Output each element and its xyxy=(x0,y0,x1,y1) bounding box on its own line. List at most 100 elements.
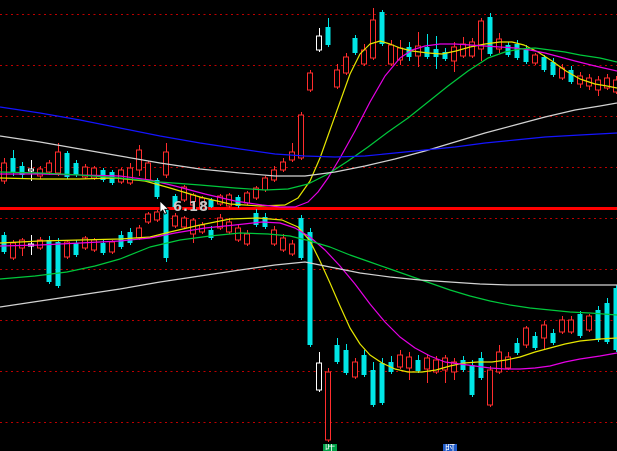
candle-bottom-body xyxy=(307,232,313,345)
candle-top-body xyxy=(208,200,214,207)
candle-bottom-body xyxy=(325,371,331,441)
candle-bottom-body xyxy=(370,370,376,405)
candle-bottom-body xyxy=(217,217,223,229)
candle-top-body xyxy=(217,195,223,205)
candle-bottom-body xyxy=(19,239,25,249)
candle-top-body xyxy=(316,35,322,51)
bottom-ma-green xyxy=(0,232,617,316)
candle-bottom-body xyxy=(604,303,610,342)
candle-top-body xyxy=(541,57,547,70)
candle-bottom-body xyxy=(586,315,592,331)
candle-bottom-body xyxy=(379,363,385,403)
candle-top-body xyxy=(334,69,340,88)
candle-top-body xyxy=(469,41,475,57)
candle-top-body xyxy=(28,168,34,172)
candle-bottom-body xyxy=(208,230,214,238)
candle-bottom-body xyxy=(154,211,160,221)
candle-top-body xyxy=(280,161,286,171)
candle-top-body xyxy=(568,70,574,82)
candle-top-body xyxy=(64,153,70,177)
candle-bottom-body xyxy=(100,243,106,253)
candle-top-body xyxy=(244,192,250,204)
candle-bottom-body xyxy=(577,314,583,336)
candle-bottom-body xyxy=(91,239,97,251)
candle-bottom-body xyxy=(145,213,151,223)
candle-bottom-body xyxy=(226,221,232,233)
candle-top-body xyxy=(253,187,259,199)
candle-bottom-body xyxy=(109,241,115,253)
candle-bottom-body xyxy=(424,357,430,370)
candle-bottom-body xyxy=(442,357,448,371)
top-ma-white xyxy=(0,102,617,177)
candle-bottom-body xyxy=(289,243,295,255)
candle-bottom-body xyxy=(181,217,187,228)
candle-top-body xyxy=(289,151,295,161)
candle-bottom-body xyxy=(487,369,493,406)
top-ma-green xyxy=(0,47,617,191)
candle-top-body xyxy=(523,50,529,62)
top-ma-magenta xyxy=(0,43,617,208)
candle-top-body xyxy=(478,20,484,50)
candle-top-body xyxy=(496,38,502,50)
candle-bottom-body xyxy=(136,227,142,239)
candle-bottom-body xyxy=(505,356,511,369)
candle-bottom-body xyxy=(613,288,617,350)
candle-top-body xyxy=(10,158,16,172)
candle-top-body xyxy=(55,151,61,174)
candle-top-body xyxy=(604,77,610,89)
candle-bottom-body xyxy=(253,213,259,225)
candle-top-body xyxy=(145,162,151,181)
candle-bottom-body xyxy=(10,242,16,259)
candle-bottom-body xyxy=(298,218,304,258)
candle-bottom-body xyxy=(244,233,250,245)
candle-bottom-body xyxy=(343,350,349,373)
candle-bottom-body xyxy=(334,345,340,362)
candle-bottom-body xyxy=(523,327,529,346)
candle-bottom-body xyxy=(55,242,61,286)
time-signal-tag[interactable]: 时 xyxy=(443,444,457,451)
candle-top-body xyxy=(82,166,88,178)
candle-bottom-body xyxy=(568,319,574,333)
candle-top-body xyxy=(73,163,79,175)
candle-bottom-body xyxy=(271,229,277,245)
candle-top-body xyxy=(379,12,385,44)
candle-bottom-body xyxy=(361,355,367,375)
top-ma-blue xyxy=(0,106,617,158)
candle-bottom-body xyxy=(469,365,475,395)
candle-top-body xyxy=(262,177,268,191)
candle-bottom-body xyxy=(316,362,322,391)
candle-bottom-body xyxy=(397,354,403,368)
candle-top-body xyxy=(271,169,277,181)
candle-top-body xyxy=(451,46,457,62)
candle-top-body xyxy=(172,196,178,207)
candle-bottom-body xyxy=(514,343,520,353)
candle-bottom-body xyxy=(37,239,43,249)
candle-top-body xyxy=(154,180,160,197)
candle-top-body xyxy=(613,79,617,93)
bottom-ma-yellow xyxy=(0,217,617,373)
candle-bottom-body xyxy=(172,215,178,227)
candle-top-body xyxy=(298,114,304,159)
candle-top-body xyxy=(532,54,538,64)
buy-signal-tag[interactable]: 叶 xyxy=(323,444,337,451)
candle-top-body xyxy=(514,44,520,58)
candle-top-body xyxy=(307,72,313,91)
candle-top-body xyxy=(352,38,358,53)
candle-bottom-body xyxy=(496,351,502,373)
bottom-ma-white xyxy=(0,261,617,308)
candle-top-body xyxy=(19,166,25,175)
candle-top-body xyxy=(325,27,331,45)
candle-top-body xyxy=(550,62,556,75)
candle-bottom-body xyxy=(235,227,241,241)
candle-bottom-body xyxy=(127,232,133,243)
mouse-cursor-icon xyxy=(159,200,170,215)
candle-top-body xyxy=(127,167,133,184)
candle-bottom-body xyxy=(541,324,547,339)
candle-top-body xyxy=(505,45,511,55)
candle-bottom-body xyxy=(73,243,79,255)
candle-bottom-body xyxy=(595,310,601,340)
candle-top-body xyxy=(424,47,430,57)
axis-value-label: 6.18 xyxy=(173,200,210,215)
